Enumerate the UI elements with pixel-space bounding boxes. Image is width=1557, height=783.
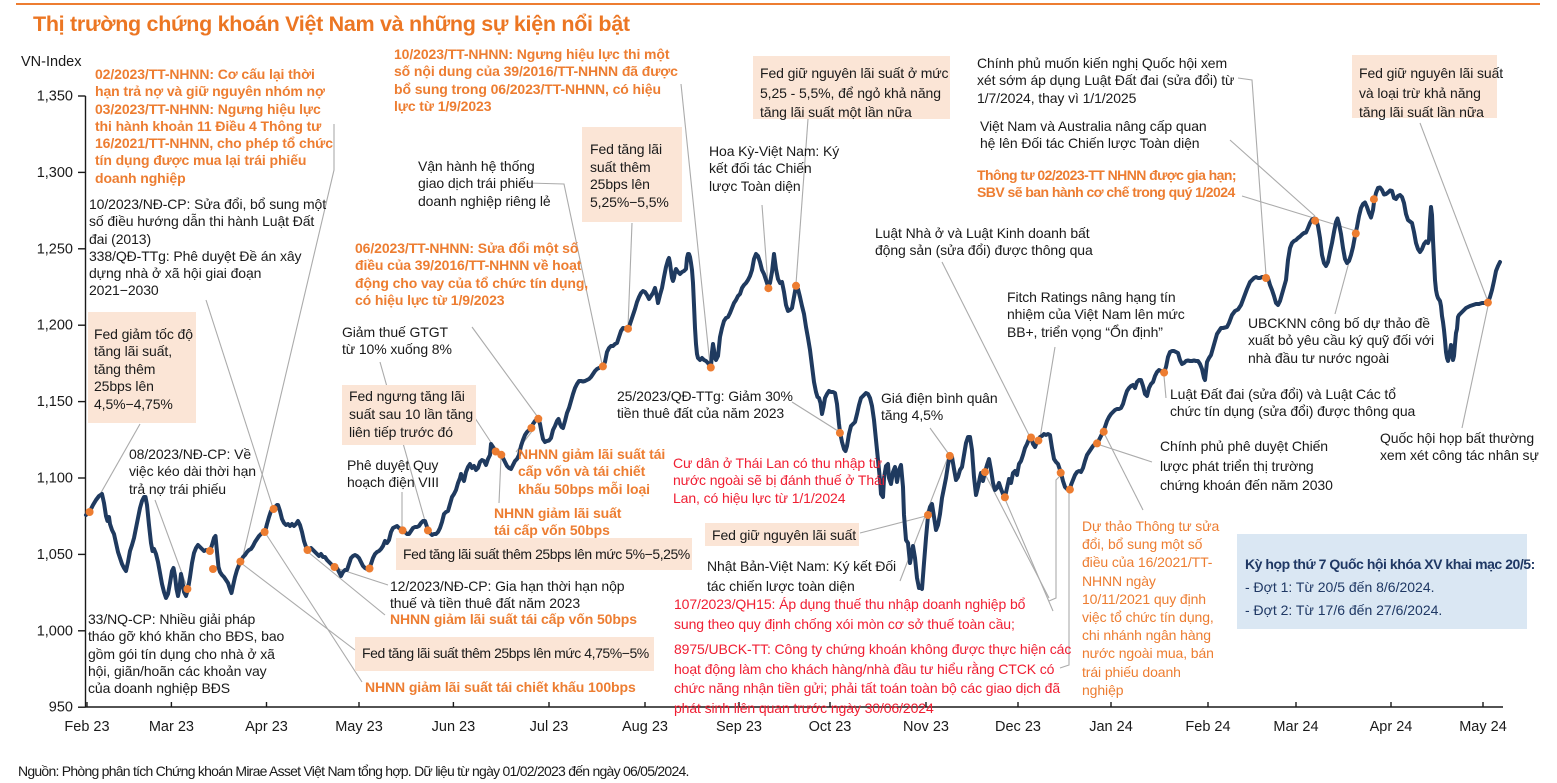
svg-text:Aug 23: Aug 23 xyxy=(622,719,668,735)
svg-text:1,200: 1,200 xyxy=(37,318,73,334)
svg-text:950: 950 xyxy=(49,700,73,716)
svg-text:Jul 23: Jul 23 xyxy=(530,719,569,735)
svg-text:Apr 23: Apr 23 xyxy=(245,719,288,735)
svg-text:May 24: May 24 xyxy=(1459,719,1507,735)
svg-text:Oct 23: Oct 23 xyxy=(809,719,852,735)
svg-text:Mar 24: Mar 24 xyxy=(1273,719,1318,735)
svg-text:1,000: 1,000 xyxy=(37,623,73,639)
svg-text:Jun 23: Jun 23 xyxy=(432,719,476,735)
svg-text:Jan 24: Jan 24 xyxy=(1089,719,1133,735)
svg-text:1,150: 1,150 xyxy=(37,394,73,410)
svg-text:Feb 23: Feb 23 xyxy=(64,719,109,735)
svg-text:Apr 24: Apr 24 xyxy=(1370,719,1413,735)
svg-text:Feb 24: Feb 24 xyxy=(1185,719,1230,735)
svg-text:1,300: 1,300 xyxy=(37,165,73,181)
svg-text:1,050: 1,050 xyxy=(37,547,73,563)
svg-text:Mar 23: Mar 23 xyxy=(149,719,194,735)
svg-text:Sep 23: Sep 23 xyxy=(716,719,762,735)
svg-text:1,350: 1,350 xyxy=(37,89,73,105)
svg-text:Dec 23: Dec 23 xyxy=(995,719,1041,735)
svg-text:Nov 23: Nov 23 xyxy=(903,719,949,735)
svg-text:1,250: 1,250 xyxy=(37,241,73,257)
svg-text:May 23: May 23 xyxy=(335,719,383,735)
svg-text:1,100: 1,100 xyxy=(37,471,73,487)
